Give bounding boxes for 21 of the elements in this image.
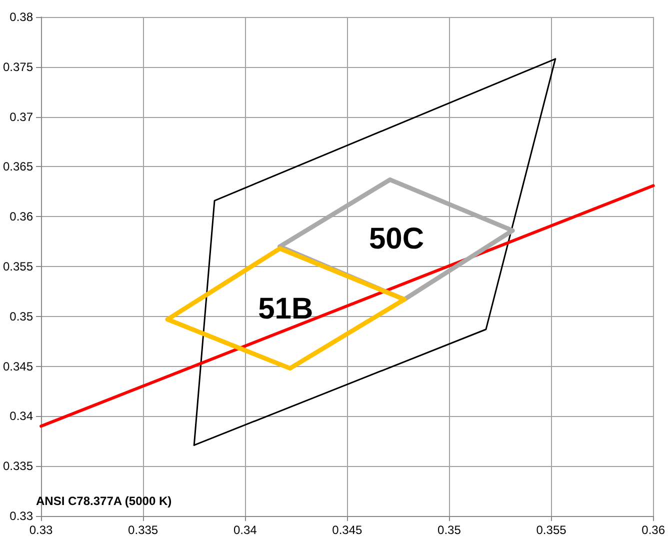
x-tick-label: 0.355	[536, 523, 567, 537]
y-tick-label: 0.33	[10, 509, 34, 523]
y-tick-label: 0.375	[3, 60, 34, 74]
y-tick-label: 0.345	[3, 359, 34, 374]
x-tick-label: 0.35	[438, 523, 462, 537]
x-tick-label: 0.36	[642, 523, 666, 537]
x-tick-label: 0.33	[29, 523, 54, 537]
series-label: 51B	[258, 292, 314, 326]
y-tick-label: 0.38	[10, 10, 34, 24]
y-tick-label: 0.36	[10, 210, 34, 224]
y-tick-label: 0.35	[10, 309, 34, 324]
series-label: 50C	[368, 222, 424, 256]
y-tick-label: 0.335	[3, 459, 34, 474]
y-tick-label: 0.34	[10, 409, 34, 424]
x-tick-label: 0.345	[332, 523, 363, 537]
y-tick-label: 0.365	[3, 160, 34, 174]
annotation: ANSI C78.377A (5000 K)	[36, 494, 172, 508]
x-tick-label: 0.34	[233, 523, 258, 537]
y-tick-label: 0.37	[10, 110, 34, 124]
y-tick-label: 0.355	[3, 260, 34, 274]
x-tick-label: 0.335	[128, 523, 158, 537]
